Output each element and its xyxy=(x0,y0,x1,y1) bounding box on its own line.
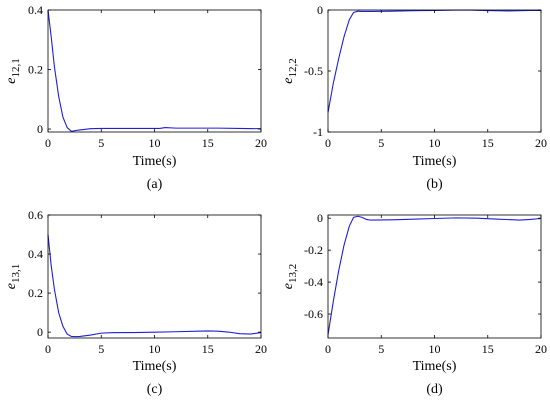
y-tick-label: -0.6 xyxy=(304,307,323,321)
y-axis-label-c: e13,1 xyxy=(4,264,22,289)
x-tick-label: 20 xyxy=(535,342,547,356)
y-axis-label-subscript: 12,2 xyxy=(287,58,299,77)
x-tick-label: 5 xyxy=(378,136,384,150)
y-tick-label: 0.4 xyxy=(28,247,43,261)
x-tick-label: 20 xyxy=(535,136,547,150)
x-tick-label: 5 xyxy=(378,342,384,356)
y-axis-label-subscript: 13,1 xyxy=(10,264,22,283)
y-tick-label: 0 xyxy=(37,325,43,339)
x-axis-label-d: Time(s) xyxy=(413,359,457,374)
chart-panel-a: 0 5 10 15 20 0 0.2 0.4 Time(s) (a) e12,1 xyxy=(4,3,267,192)
y-axis-label-d: e13,2 xyxy=(281,264,299,289)
x-tick-label: 0 xyxy=(45,136,51,150)
x-axis-label-c: Time(s) xyxy=(133,359,177,374)
y-tick-label: 0.6 xyxy=(28,208,43,222)
chart-panel-b: 0 5 10 15 20 -1 -0.5 0 Time(s) (b) e12,2 xyxy=(281,3,547,192)
x-tick-label: 0 xyxy=(325,342,331,356)
y-tick-label: 0 xyxy=(37,122,43,136)
x-tick-label: 10 xyxy=(149,342,161,356)
y-tick-label: -1 xyxy=(313,125,323,139)
y-tick-label: -0.5 xyxy=(304,64,323,78)
plot-frame-c xyxy=(47,214,262,339)
y-axis-label-subscript: 13,2 xyxy=(287,264,299,283)
x-tick-label: 5 xyxy=(98,342,104,356)
x-tick-label: 10 xyxy=(429,136,441,150)
x-axis-label-b: Time(s) xyxy=(413,154,457,169)
x-tick-label: 0 xyxy=(325,136,331,150)
panel-caption-b: (b) xyxy=(426,177,443,192)
x-tick-label: 5 xyxy=(98,136,104,150)
y-axis-label-subscript: 12,1 xyxy=(10,58,22,77)
x-tick-label: 20 xyxy=(255,136,267,150)
x-tick-label: 15 xyxy=(482,342,494,356)
y-axis-label-b: e12,2 xyxy=(281,58,299,83)
plot-frame-a xyxy=(47,9,262,133)
series-line-c-0 xyxy=(47,234,262,338)
x-tick-label: 10 xyxy=(149,136,161,150)
plot-frame-d xyxy=(327,214,542,339)
x-tick-label: 10 xyxy=(429,342,441,356)
plot-frame-b xyxy=(327,9,542,133)
y-axis-label-main: e xyxy=(4,283,19,289)
y-tick-label: 0.2 xyxy=(28,286,43,300)
x-axis-label-a: Time(s) xyxy=(133,154,177,169)
series-line-a-0 xyxy=(47,9,262,132)
panel-caption-d: (d) xyxy=(426,382,443,397)
y-axis-label-a: e12,1 xyxy=(4,58,22,83)
y-axis-label-main: e xyxy=(281,283,296,289)
chart-panel-d: 0 5 10 15 20 -0.6 -0.4 -0.2 0 Time(s) (d) e13,2 xyxy=(281,211,547,397)
y-axis-label-main: e xyxy=(4,78,19,84)
x-tick-label: 15 xyxy=(202,342,214,356)
panel-caption-a: (a) xyxy=(147,177,163,192)
x-tick-label: 15 xyxy=(482,136,494,150)
series-line-b-0 xyxy=(327,9,541,113)
y-tick-label: -0.2 xyxy=(304,243,323,257)
y-tick-label: 0.2 xyxy=(28,63,43,77)
y-tick-label: 0.4 xyxy=(28,3,43,17)
y-tick-label: 0 xyxy=(317,211,323,225)
panel-caption-c: (c) xyxy=(147,382,163,397)
x-tick-label: 15 xyxy=(202,136,214,150)
y-tick-label: -0.4 xyxy=(304,275,323,289)
series-line-d-0 xyxy=(327,215,542,335)
x-tick-label: 0 xyxy=(45,342,51,356)
y-axis-label-main: e xyxy=(281,78,296,84)
chart-panel-c: 0 5 10 15 20 0 0.2 0.4 0.6 Time(s) (c) e13,1 xyxy=(4,208,267,397)
x-tick-label: 20 xyxy=(255,342,267,356)
y-tick-label: 0 xyxy=(317,3,323,17)
